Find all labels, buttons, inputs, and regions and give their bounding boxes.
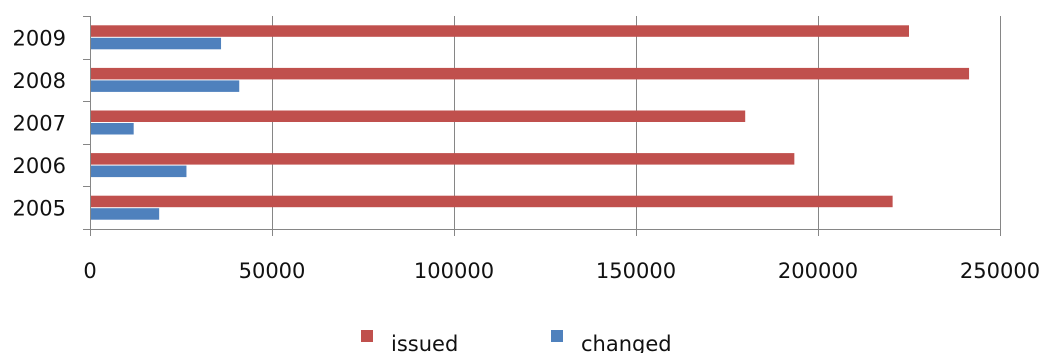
legend-label-changed: changed bbox=[581, 332, 672, 353]
bar-changed-2007 bbox=[90, 123, 134, 135]
x-tick-label-150000: 150000 bbox=[596, 259, 676, 283]
bar-issued-2008 bbox=[90, 67, 970, 80]
bars bbox=[90, 25, 970, 220]
x-tick-label-100000: 100000 bbox=[414, 259, 494, 283]
x-tick-label-200000: 200000 bbox=[778, 259, 858, 283]
bar-issued-2006 bbox=[90, 153, 795, 165]
bar-changed-2008 bbox=[90, 80, 240, 92]
y-tick-label-2006: 2006 bbox=[13, 154, 66, 178]
bar-issued-2007 bbox=[90, 110, 746, 122]
x-tick-label-250000: 250000 bbox=[960, 259, 1040, 283]
y-tick-label-2007: 2007 bbox=[13, 112, 66, 136]
x-tick-label-50000: 50000 bbox=[239, 259, 306, 283]
bar-changed-2005 bbox=[90, 208, 160, 220]
y-tick-label-2009: 2009 bbox=[13, 26, 66, 50]
legend-label-issued: issued bbox=[391, 332, 458, 353]
bar-changed-2009 bbox=[90, 37, 222, 50]
bar-issued-2009 bbox=[90, 25, 909, 37]
legend-swatch-issued bbox=[361, 330, 373, 342]
gridlines bbox=[272, 16, 1001, 229]
y-tick-label-2008: 2008 bbox=[13, 69, 66, 93]
x-tick-labels: 0 50000 100000 150000 200000 250000 bbox=[83, 259, 1040, 283]
legend-swatch-changed bbox=[551, 330, 563, 342]
y-tick-label-2005: 2005 bbox=[13, 197, 66, 221]
bar-issued-2005 bbox=[90, 195, 893, 208]
legend: issued changed bbox=[361, 330, 672, 353]
axes bbox=[83, 16, 1001, 236]
y-tick-labels: 2009 2008 2007 2006 2005 bbox=[13, 26, 66, 220]
bar-changed-2006 bbox=[90, 165, 187, 178]
x-tick-label-0: 0 bbox=[83, 259, 96, 283]
